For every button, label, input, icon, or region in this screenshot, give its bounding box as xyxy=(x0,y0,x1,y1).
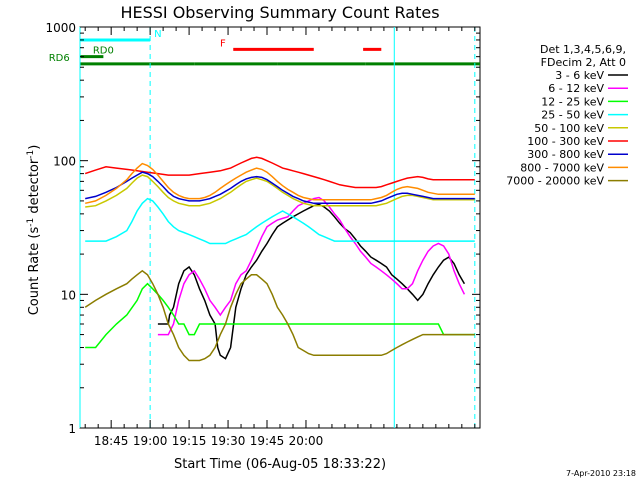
state-bar-label-f: F xyxy=(220,38,226,49)
axes: 1 10 100 1000 18:45 19:00 19:15 19:30 19:45 20:00 xyxy=(45,21,480,448)
state-bar-label-n: N xyxy=(154,29,161,40)
y-axis-label-sup2: -1 xyxy=(26,150,36,159)
legend-entry-label: 300 - 800 keV xyxy=(527,148,604,161)
series-line-8 xyxy=(84,269,475,362)
legend-header-line-1: Det 1,3,4,5,6,9, xyxy=(540,43,626,56)
series-line-6 xyxy=(85,171,475,205)
x-axis-label: Start Time (06-Aug-05 18:33:22) xyxy=(174,457,386,472)
series-line-0 xyxy=(157,203,466,360)
state-bar-label-rd0: RD0 xyxy=(93,46,114,57)
legend-entry-label: 50 - 100 keV xyxy=(534,122,604,135)
legend-header-line-2: FDecim 2, Att 0 xyxy=(541,56,626,69)
x-tick-label: 19:45 xyxy=(250,434,285,448)
y-axis-label-mid: detector xyxy=(27,158,42,218)
y-tick-label: 1000 xyxy=(45,21,76,35)
x-tick-label: 19:30 xyxy=(211,434,246,448)
state-bars: N F RD0 RD6 xyxy=(49,29,480,66)
footer-date: 7-Apr-2010 23:18 xyxy=(566,469,636,478)
y-axis-label-sup1: -1 xyxy=(26,218,36,227)
vertical-markers xyxy=(79,27,476,428)
series-line-4 xyxy=(85,174,475,208)
x-tick-label: 19:00 xyxy=(133,434,168,448)
plot-area xyxy=(79,26,481,429)
series-line-5 xyxy=(84,156,475,189)
x-tick-label: 19:15 xyxy=(172,434,207,448)
legend-entry-label: 12 - 25 keV xyxy=(541,95,604,108)
series-line-3 xyxy=(85,197,475,245)
legend-entry-label: 100 - 300 keV xyxy=(527,135,604,148)
x-tick-label: 18:45 xyxy=(94,434,129,448)
legend: Det 1,3,4,5,6,9, FDecim 2, Att 0 3 - 6 k… xyxy=(506,43,628,188)
y-axis-label: Count Rate (s-1 detector-1) xyxy=(26,145,42,316)
y-tick-label: 1 xyxy=(68,422,76,436)
legend-entry-label: 3 - 6 keV xyxy=(555,69,604,82)
series-line-1 xyxy=(157,196,466,336)
y-axis-label-main: Count Rate (s xyxy=(27,227,42,316)
series-line-2 xyxy=(85,282,475,349)
chart-title: HESSI Observing Summary Count Rates xyxy=(120,3,439,22)
series-line-7 xyxy=(85,162,475,205)
y-tick-label: 100 xyxy=(53,155,76,169)
legend-entry-label: 7000 - 20000 keV xyxy=(506,175,604,188)
state-bar-label-rd6: RD6 xyxy=(49,53,70,64)
x-tick-label: 20:00 xyxy=(289,434,324,448)
y-axis-label-end: ) xyxy=(27,145,42,150)
plot-frame xyxy=(79,26,481,429)
legend-entry-label: 800 - 7000 keV xyxy=(520,161,604,174)
y-tick-label: 10 xyxy=(61,288,76,302)
legend-entry-label: 25 - 50 keV xyxy=(541,109,604,122)
series-lines xyxy=(84,156,475,362)
legend-entry-label: 6 - 12 keV xyxy=(548,82,604,95)
